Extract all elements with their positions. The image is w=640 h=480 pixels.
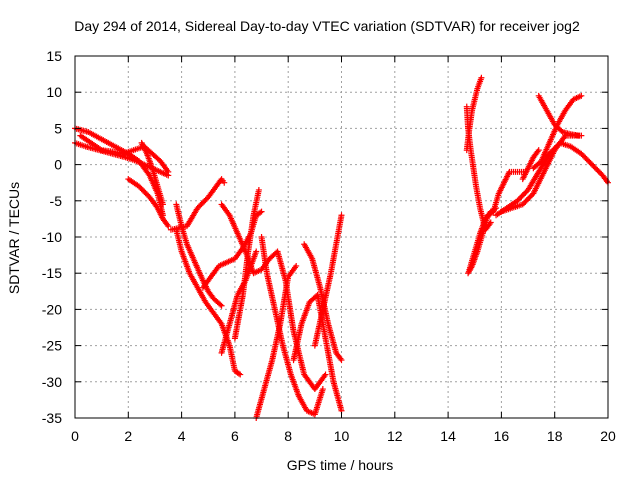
x-tick-label: 8 (284, 428, 292, 444)
x-tick-label: 10 (334, 428, 350, 444)
series-track-14 (258, 234, 326, 418)
series-markers (125, 176, 172, 230)
series-markers (231, 186, 262, 342)
series-track-17 (301, 241, 345, 364)
x-tick-label: 20 (600, 428, 616, 444)
series-markers (530, 92, 585, 172)
y-tick-label: -10 (42, 229, 62, 245)
series-markers (253, 262, 300, 421)
series-markers (535, 92, 582, 139)
y-tick-label: -35 (42, 410, 62, 426)
y-tick-label: 10 (46, 84, 62, 100)
y-tick-label: -15 (42, 265, 62, 281)
x-tick-label: 18 (547, 428, 563, 444)
y-tick-label: -5 (50, 193, 63, 209)
y-tick-label: -30 (42, 374, 62, 390)
axis-ticks: 0 2 4 6 8 10 12 14 16 18 20 -35 -30 -25 -20 -15 -10 -5 0 5 1… (42, 48, 616, 444)
x-axis-label: GPS time / hours (287, 457, 394, 473)
chart-title: Day 294 of 2014, Sidereal Day-to-day VTE… (74, 18, 580, 34)
series-track-8 (167, 176, 228, 233)
data-points (72, 74, 611, 421)
series-track-12 (231, 186, 262, 342)
y-tick-label: 15 (46, 48, 62, 64)
x-tick-label: 6 (231, 428, 239, 444)
x-tick-label: 16 (494, 428, 510, 444)
x-tick-label: 4 (178, 428, 186, 444)
series-track-5 (138, 139, 166, 208)
y-tick-label: -25 (42, 338, 62, 354)
y-tick-label: 5 (54, 120, 62, 136)
y-tick-label: 0 (54, 157, 62, 173)
series-markers (138, 139, 166, 208)
grid-lines (75, 56, 608, 418)
series-track-25 (535, 92, 582, 139)
series-track-13 (253, 262, 300, 421)
series-markers (466, 205, 500, 273)
series-markers (519, 147, 542, 183)
series-track-24 (530, 92, 585, 172)
x-tick-label: 2 (124, 428, 132, 444)
x-tick-label: 12 (387, 428, 403, 444)
series-markers (173, 201, 225, 309)
series-markers (167, 176, 228, 233)
series-markers (301, 241, 345, 364)
series-track-4 (125, 176, 172, 230)
series-markers (258, 234, 326, 418)
x-tick-label: 0 (71, 428, 79, 444)
series-track-21 (466, 205, 500, 273)
x-tick-label: 14 (440, 428, 456, 444)
y-tick-label: -20 (42, 301, 62, 317)
series-track-6 (173, 201, 225, 309)
series-track-26 (519, 147, 542, 183)
y-axis-label: SDTVAR / TECUs (6, 182, 22, 294)
